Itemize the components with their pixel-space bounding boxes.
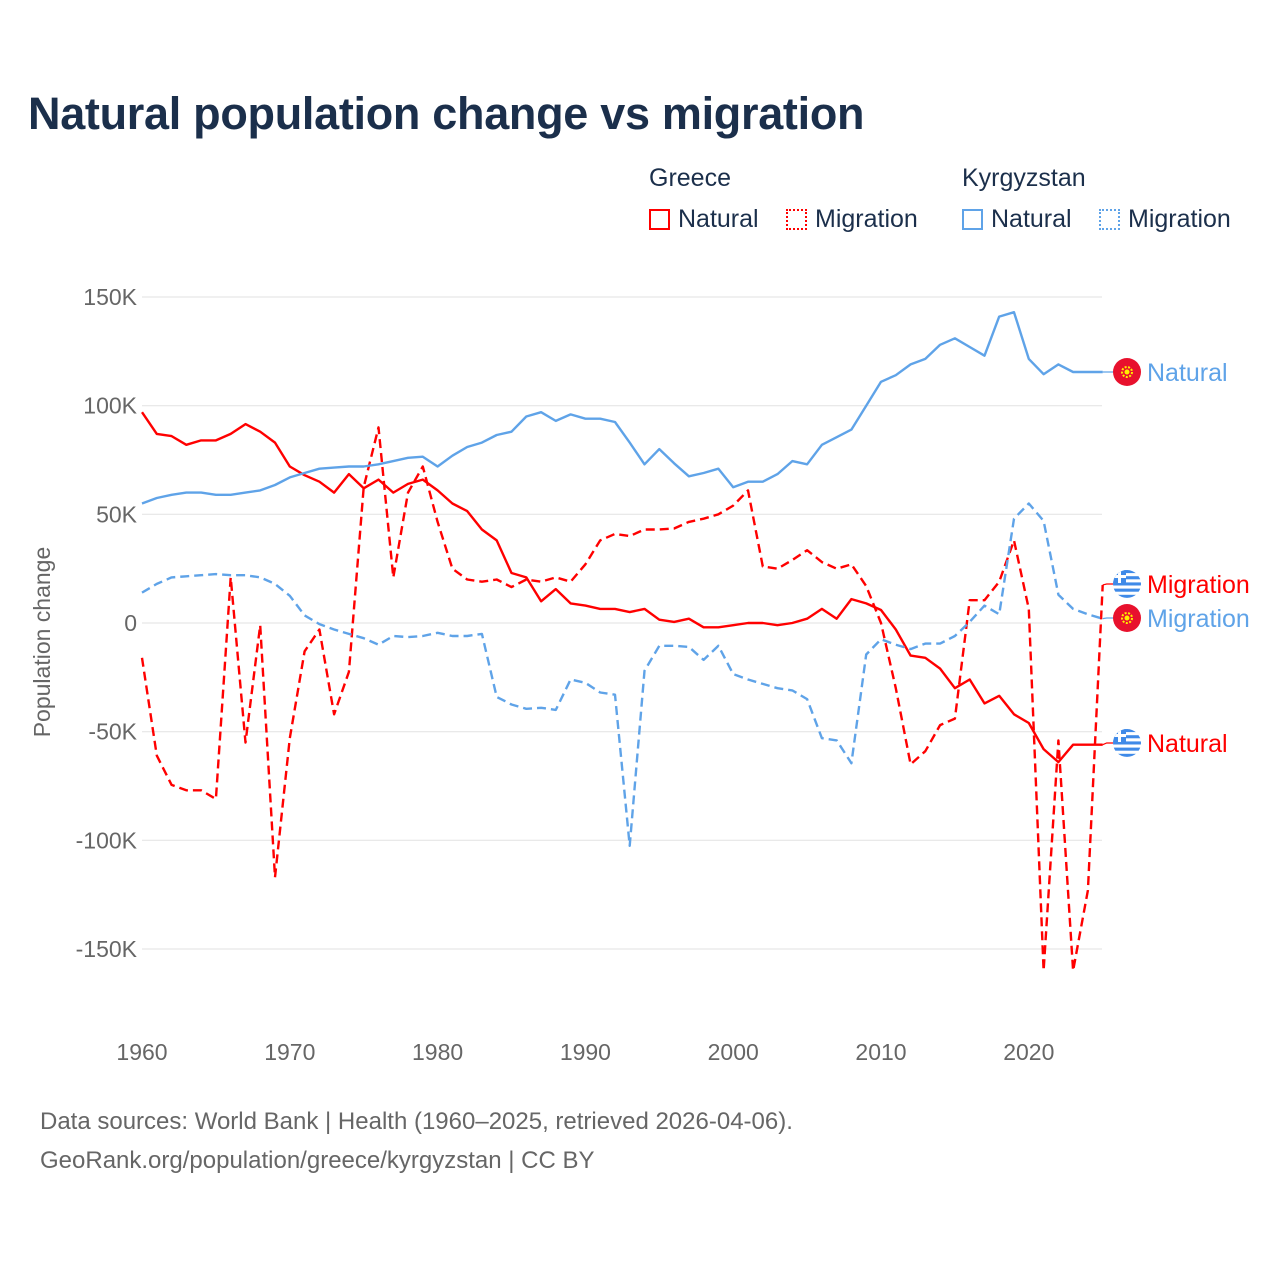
greece-flag-icon bbox=[1113, 570, 1141, 598]
legend-item-kyrgyzstan-natural[interactable]: Natural bbox=[962, 205, 1072, 234]
legend-item-kyrgyzstan-migration[interactable]: Migration bbox=[1099, 205, 1231, 234]
end-label-greece-migration: Migration bbox=[1147, 571, 1250, 599]
chart-plot: 150K 100K 50K 0 -50K -100K -150K 1960 1970 1980 19… bbox=[29, 284, 1250, 1065]
series-line-greece-natural bbox=[141, 411, 1103, 764]
series-line-kyrgyzstan-natural bbox=[141, 311, 1103, 505]
legend-swatch-dotted bbox=[786, 209, 807, 230]
legend-swatch-solid bbox=[962, 209, 983, 230]
x-tick-label: 2000 bbox=[708, 1039, 759, 1065]
end-label-kyrgyzstan-natural: Natural bbox=[1147, 359, 1228, 387]
end-label-leader bbox=[1102, 617, 1115, 620]
y-tick-label: 100K bbox=[83, 393, 137, 419]
x-tick-label: 2010 bbox=[855, 1039, 906, 1065]
legend-label: Migration bbox=[1128, 205, 1231, 233]
footer-link[interactable]: GeoRank.org/population/greece/kyrgyzstan… bbox=[40, 1147, 595, 1174]
kyrgyzstan-flag-icon bbox=[1113, 604, 1141, 632]
legend-label: Migration bbox=[815, 205, 918, 233]
kyrgyzstan-flag-icon bbox=[1113, 358, 1141, 386]
x-tick-label: 1960 bbox=[116, 1039, 167, 1065]
legend-group-kyrgyzstan: Kyrgyzstan bbox=[962, 164, 1086, 192]
y-tick-label: 0 bbox=[124, 610, 137, 636]
y-axis-label: Population change bbox=[29, 547, 55, 738]
series-line-greece-migration bbox=[140, 426, 1104, 972]
footer-sources: Data sources: World Bank | Health (1960–… bbox=[40, 1108, 793, 1135]
y-tick-label: -100K bbox=[76, 827, 138, 853]
legend-label: Natural bbox=[991, 205, 1072, 233]
end-label-leader bbox=[1102, 742, 1115, 746]
y-tick-label: 150K bbox=[83, 284, 137, 310]
x-tick-label: 2020 bbox=[1003, 1039, 1054, 1065]
chart-title: Natural population change vs migration bbox=[28, 88, 865, 139]
end-label-kyrgyzstan-migration: Migration bbox=[1147, 605, 1250, 633]
series-line-kyrgyzstan-migration bbox=[141, 502, 1104, 847]
end-label-greece-natural: Natural bbox=[1147, 730, 1228, 758]
x-tick-label: 1970 bbox=[264, 1039, 315, 1065]
legend-group-greece: Greece bbox=[649, 164, 731, 192]
legend-item-greece-migration[interactable]: Migration bbox=[786, 205, 918, 234]
legend-label: Natural bbox=[678, 205, 759, 233]
y-tick-label: 50K bbox=[96, 501, 138, 527]
legend-swatch-solid bbox=[649, 209, 670, 230]
y-tick-label: -150K bbox=[76, 936, 138, 962]
legend-swatch-dotted bbox=[1099, 209, 1120, 230]
x-tick-label: 1990 bbox=[560, 1039, 611, 1065]
y-tick-label: -50K bbox=[88, 719, 137, 745]
legend-item-greece-natural[interactable]: Natural bbox=[649, 205, 759, 234]
end-label-leader bbox=[1102, 583, 1115, 586]
greece-flag-icon bbox=[1113, 729, 1141, 757]
x-tick-label: 1980 bbox=[412, 1039, 463, 1065]
